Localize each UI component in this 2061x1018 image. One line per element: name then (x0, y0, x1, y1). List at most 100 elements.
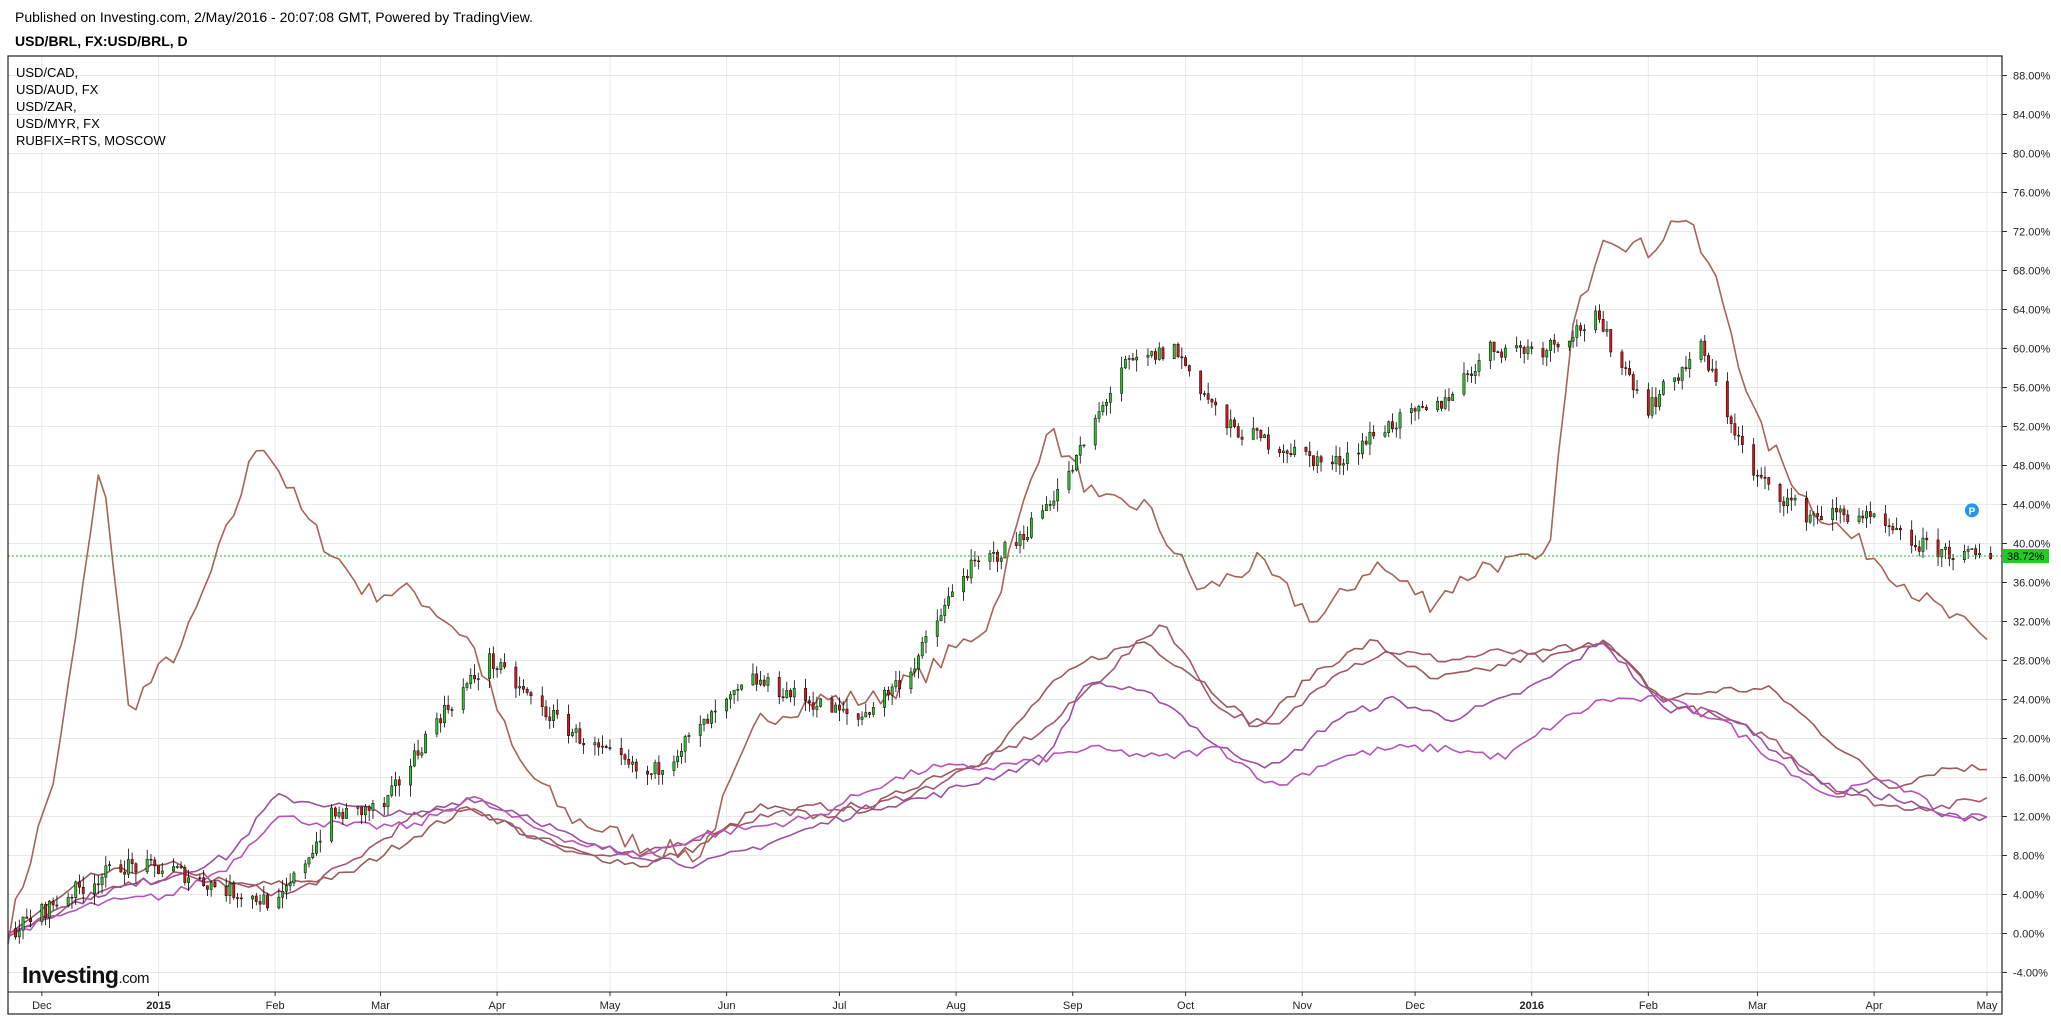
y-tick-label: 72.00% (2013, 227, 2051, 239)
series-line (7, 624, 1988, 938)
candle-body (529, 692, 533, 697)
grid-lines (8, 56, 2002, 992)
candle-body (1330, 461, 1334, 465)
candlestick-series (14, 304, 1993, 944)
legend-item[interactable]: USD/CAD, (16, 65, 79, 80)
candle-body (777, 677, 781, 697)
y-tick-label: 44.00% (2013, 500, 2051, 512)
candle-body (119, 864, 123, 873)
y-tick-label: 20.00% (2013, 734, 2051, 746)
candle-body (1598, 310, 1601, 320)
candle-body (356, 806, 360, 809)
candle-body (40, 904, 44, 922)
legend-item[interactable]: USD/AUD, FX (16, 82, 99, 97)
candle-body (935, 620, 939, 637)
candle-body (785, 690, 789, 699)
candle-body (1789, 497, 1793, 501)
candle-body (909, 671, 913, 690)
candle-body (443, 704, 446, 724)
candle-body (412, 750, 416, 767)
candle-body (1620, 351, 1624, 368)
candle-body (1883, 513, 1887, 526)
candle-body (96, 883, 100, 886)
candle-body (1413, 408, 1417, 412)
candle-body (623, 754, 627, 760)
candle-body (1530, 346, 1534, 349)
candle-body (736, 688, 740, 691)
series-line (7, 638, 1988, 936)
candle-body (1688, 359, 1692, 370)
candle-body (1462, 373, 1466, 395)
candle-body (1891, 526, 1895, 531)
candle-body (1082, 444, 1086, 447)
candle-body (886, 689, 890, 696)
candle-body (236, 897, 239, 899)
candle-body (1661, 381, 1665, 395)
candle-body (1522, 347, 1526, 354)
candle-body (281, 891, 285, 898)
current-price-badge (2003, 548, 2049, 563)
candle-body (969, 559, 973, 579)
candle-body (1541, 348, 1545, 358)
candle-body (804, 687, 807, 701)
candle-body (634, 761, 638, 772)
candle-body (1594, 310, 1598, 331)
x-tick-label: Mar (1748, 1000, 1767, 1012)
candle-body (698, 724, 702, 736)
y-tick-label: 0.00% (2013, 929, 2044, 941)
y-tick-label: 56.00% (2013, 383, 2051, 395)
candle-body (1492, 341, 1496, 352)
candle-body (1263, 434, 1266, 438)
event-marker-label: P (1969, 506, 1976, 517)
candle-body (1176, 343, 1180, 357)
legend-item[interactable]: USD/ZAR, (16, 99, 77, 114)
candle-body (78, 881, 81, 888)
candle-body (1473, 371, 1477, 376)
candle-body (1319, 456, 1323, 463)
candle-body (1075, 454, 1078, 471)
candle-body (1451, 393, 1455, 401)
candle-body (70, 896, 74, 899)
x-tick-label: Nov (1292, 1000, 1312, 1012)
candle-body (1436, 400, 1440, 410)
candle-body (209, 882, 213, 890)
candle-body (702, 718, 706, 725)
candle-body (17, 930, 21, 938)
candle-body (1022, 534, 1026, 540)
candle-body (1545, 350, 1549, 358)
candle-body (996, 551, 999, 562)
candle-body (683, 736, 687, 752)
candle-body (1752, 444, 1756, 476)
candle-body (386, 795, 390, 808)
candle-body (1872, 513, 1876, 517)
candle-body (1519, 345, 1522, 348)
candle-body (1556, 343, 1560, 348)
y-tick-label: 64.00% (2013, 305, 2051, 317)
candle-body (1887, 525, 1891, 527)
candle-body (713, 710, 717, 713)
candle-body (1846, 514, 1850, 522)
candle-body (1259, 430, 1263, 438)
investing-logo[interactable]: Investing.com (22, 962, 149, 989)
candle-body (1120, 367, 1124, 394)
legend-item[interactable]: RUBFIX=RTS, MOSCOW (16, 133, 166, 148)
candle-body (175, 866, 179, 868)
candle-body (1944, 546, 1947, 550)
candle-body (1936, 539, 1940, 558)
candle-body (988, 553, 992, 562)
candle-body (1338, 456, 1342, 466)
candle-body (1157, 347, 1161, 360)
candle-body (420, 752, 424, 756)
logo-main: Investing (22, 962, 119, 988)
candle-body (762, 679, 766, 686)
candle-body (315, 841, 318, 854)
candle-body (330, 807, 333, 842)
candle-body (755, 673, 759, 685)
candle-body (1421, 406, 1424, 408)
candle-body (1899, 527, 1902, 531)
x-tick-label: Feb (1639, 1000, 1658, 1012)
candle-body (202, 877, 206, 886)
legend-item[interactable]: USD/MYR, FX (16, 116, 100, 131)
candle-body (1360, 440, 1364, 455)
